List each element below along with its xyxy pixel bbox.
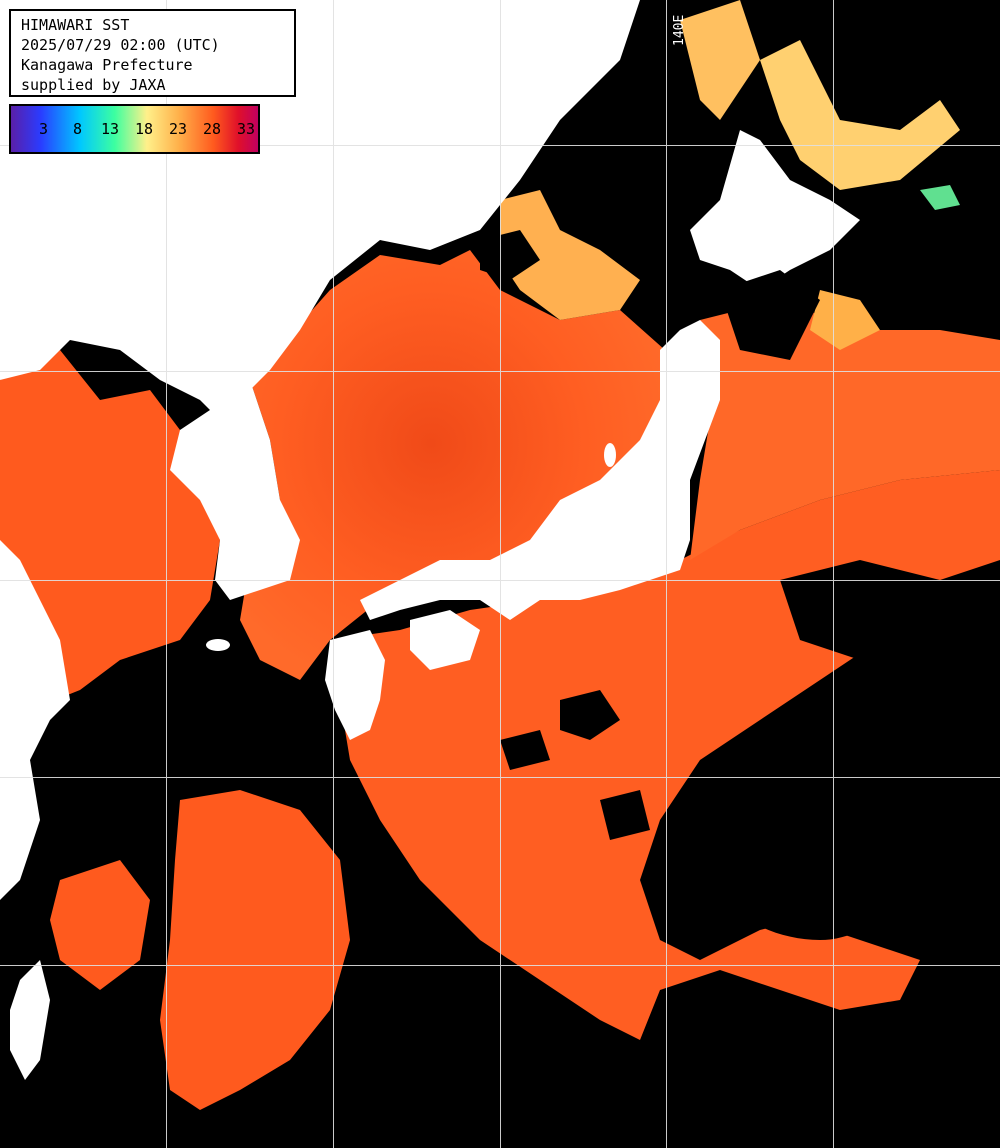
organization: Kanagawa Prefecture <box>21 56 193 74</box>
legend-tick: 8 <box>73 120 83 138</box>
legend-tick: 33 <box>237 120 256 138</box>
temperature-color-scale: 3 8 13 18 23 28 33 <box>9 104 260 154</box>
legend-tick: 23 <box>169 120 188 138</box>
sea-surface-temperature-area <box>0 0 1000 1110</box>
taiwan <box>10 960 50 1080</box>
honshu <box>360 320 720 620</box>
china-coast <box>0 540 70 900</box>
cloud-patches <box>480 230 1000 940</box>
latitude-label-40n: 40N <box>2 352 26 367</box>
korean-peninsula <box>170 380 300 600</box>
product-title: HIMAWARI SST <box>21 16 130 34</box>
legend-tick: 3 <box>39 120 49 138</box>
timestamp: 2025/07/29 02:00 (UTC) <box>21 36 220 54</box>
data-source: supplied by JAXA <box>21 76 166 94</box>
info-box: HIMAWARI SST 2025/07/29 02:00 (UTC) Kana… <box>9 9 296 97</box>
latitude-label-30n: 30N <box>2 760 26 775</box>
legend-tick: 18 <box>135 120 154 138</box>
legend-tick: 13 <box>101 120 120 138</box>
legend-tick: 28 <box>203 120 222 138</box>
kyushu <box>325 630 385 740</box>
longitude-label-140e: 140E <box>672 14 687 46</box>
hokkaido <box>690 130 860 290</box>
shikoku <box>410 610 480 670</box>
